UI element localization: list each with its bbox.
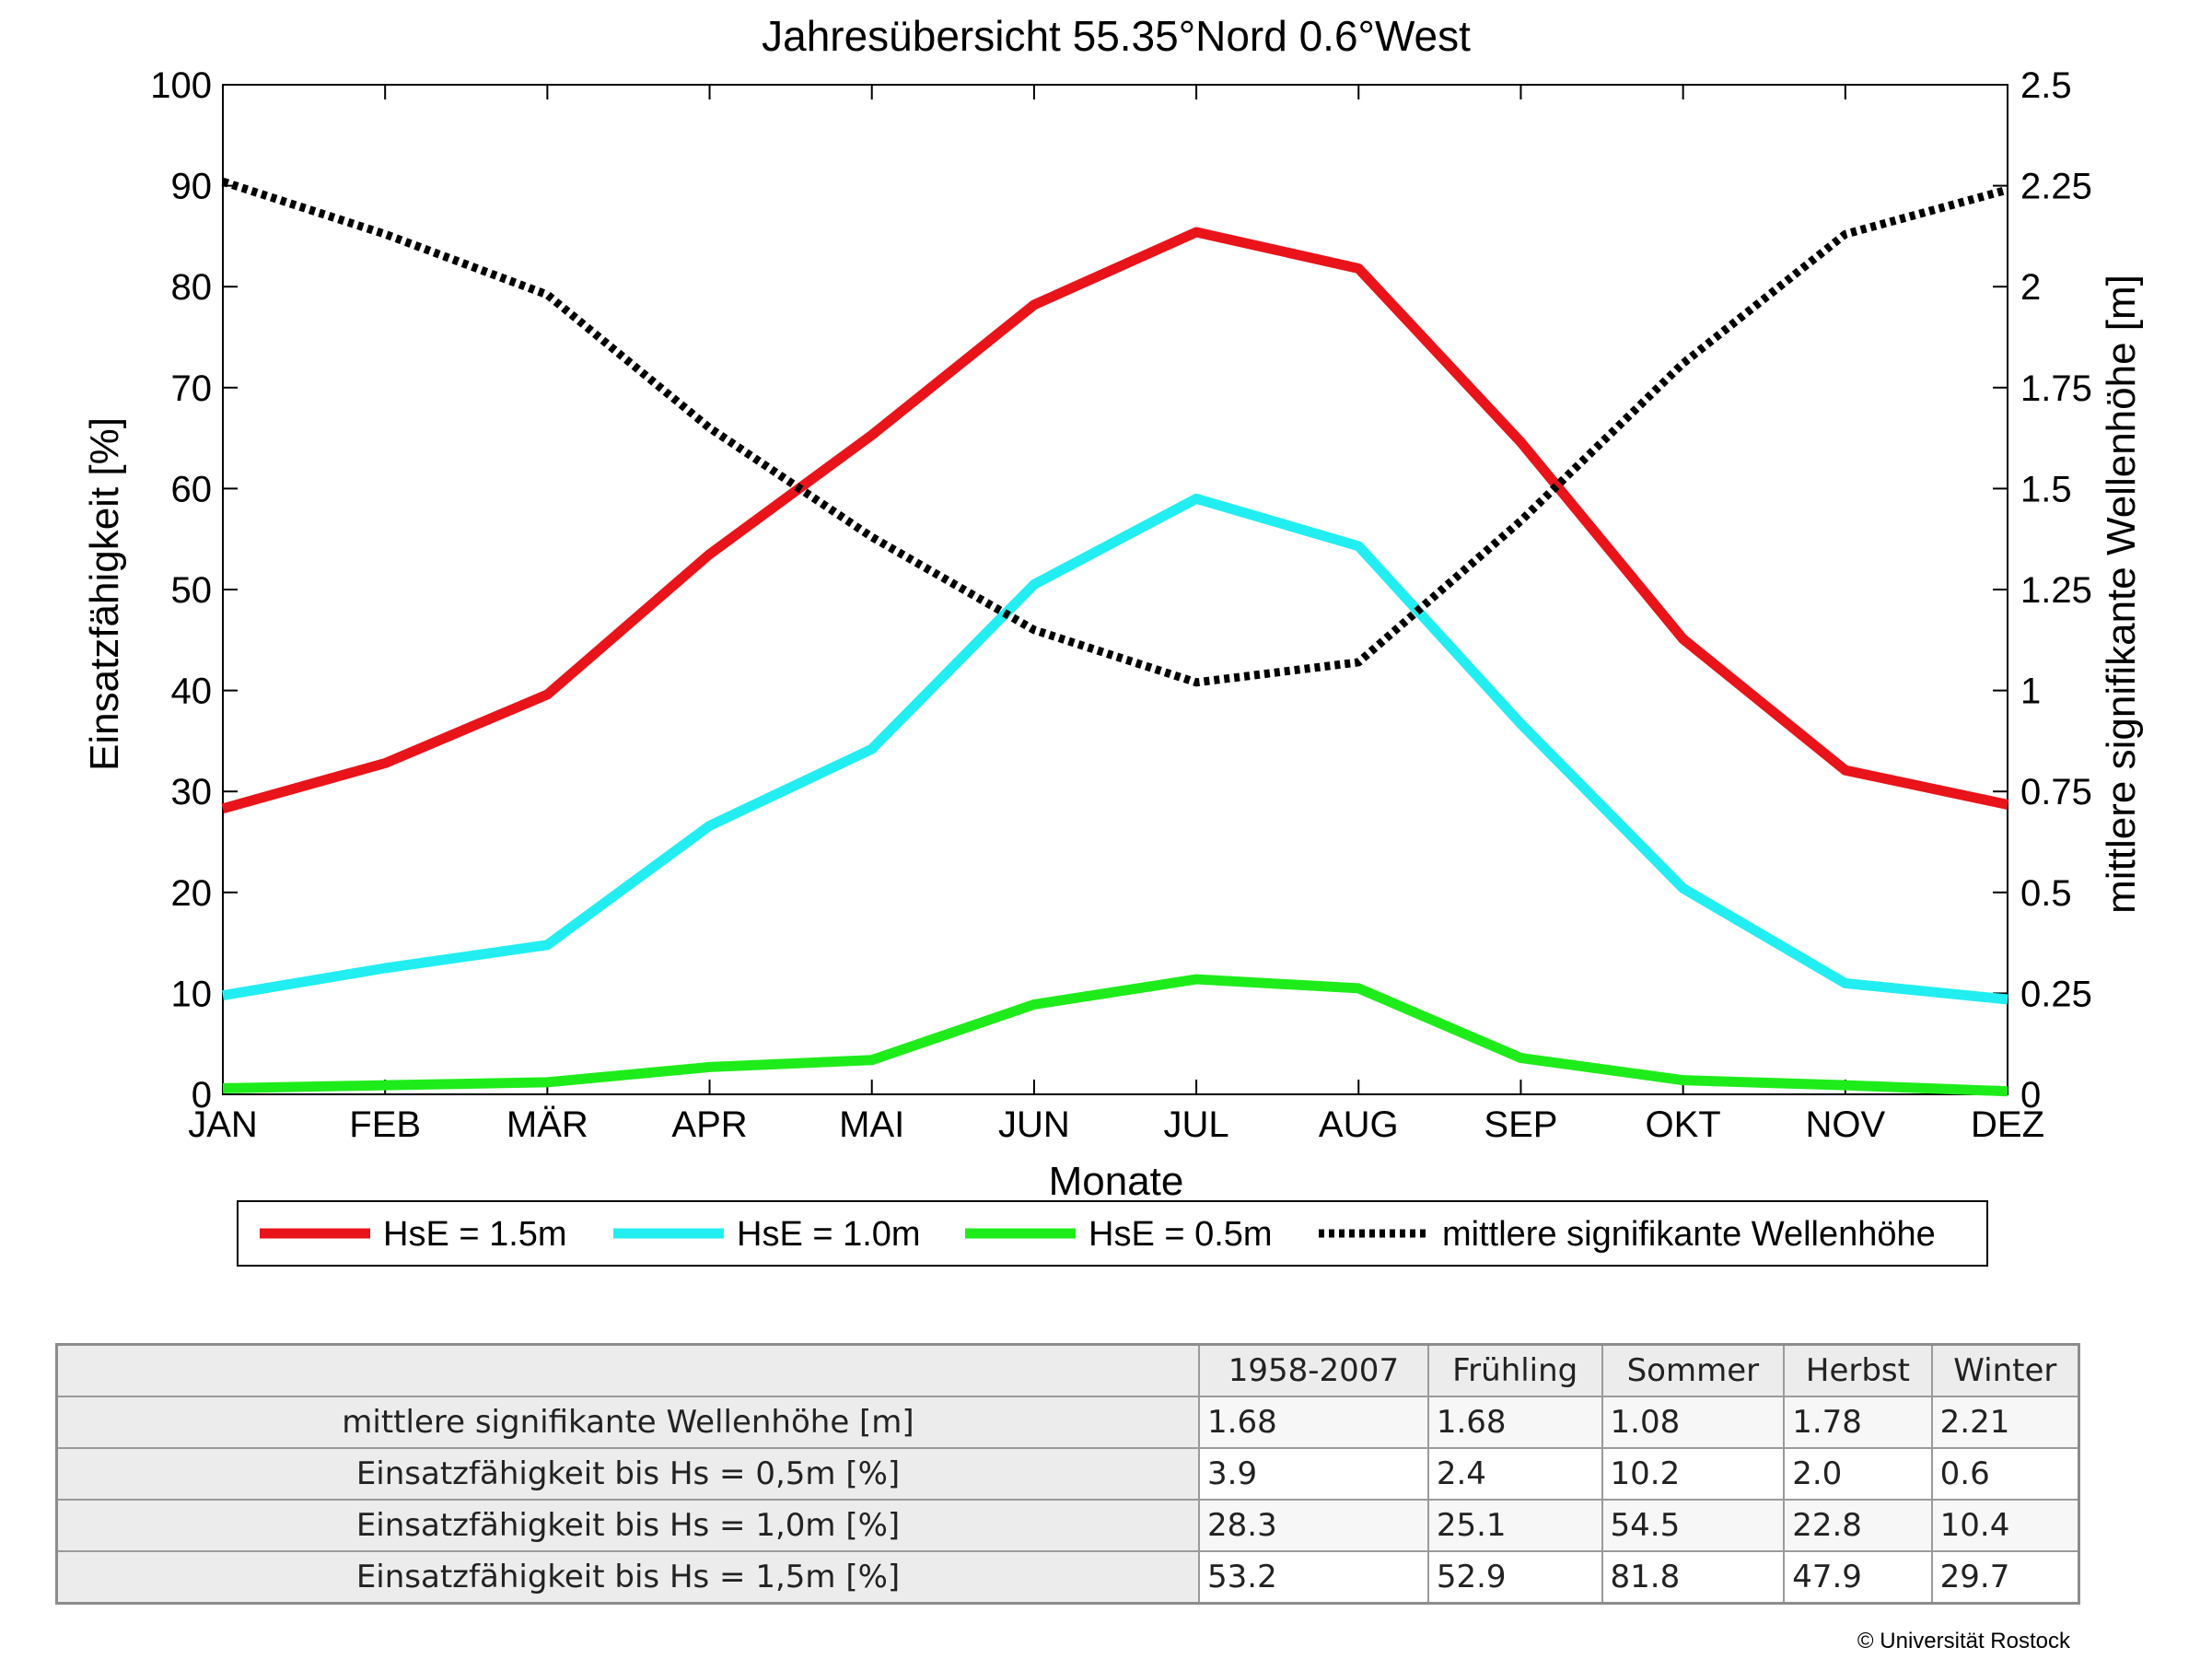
y-tick-label: 70: [171, 368, 213, 409]
table-row-label: Einsatzfähigkeit bis Hs = 1,5m [%]: [55, 1550, 1200, 1605]
table-header-cell: [55, 1343, 1200, 1397]
table-header-cell: Herbst: [1783, 1343, 1933, 1397]
y-right-tick-label: 0.5: [2020, 873, 2072, 914]
y-axis-label: Einsatzfähigkeit [%]: [82, 417, 127, 771]
y-right-tick-label: 1.25: [2020, 570, 2092, 611]
copyright-notice: © Universität Rostock: [1857, 1629, 2070, 1653]
x-tick-label: OKT: [1646, 1104, 1721, 1145]
legend: HsE = 1.5m HsE = 1.0m HsE = 0.5m mittlere s…: [237, 1200, 1988, 1267]
table-row: Einsatzfähigkeit bis Hs = 0,5m [%] 3.9 2…: [55, 1447, 2080, 1501]
table-cell: 1.78: [1783, 1396, 1933, 1449]
x-tick-label: AUG: [1319, 1104, 1399, 1145]
table-cell: 10.4: [1930, 1499, 2080, 1552]
x-tick-label: APR: [671, 1104, 747, 1145]
series-line-1: [221, 227, 2009, 814]
series-lines: [221, 177, 2009, 1097]
table-header-cell: Winter: [1930, 1343, 2080, 1397]
y-tick-label: 20: [171, 873, 213, 914]
table-cell: 22.8: [1783, 1499, 1933, 1552]
table-cell: 2.21: [1930, 1396, 2080, 1449]
y-tick-label: 40: [171, 672, 213, 712]
y-tick-label: 60: [171, 469, 213, 509]
table-cell: 52.9: [1426, 1550, 1603, 1605]
y-tick-label: 30: [171, 772, 213, 812]
table-cell: 1.08: [1601, 1396, 1786, 1449]
y-tick-label: 90: [171, 167, 213, 207]
x-axis: JAN FEB MÄR APR MAI JUN JUL AUG SEP OKT NOV DEZ: [188, 85, 2044, 1145]
y-right-tick-label: 2.5: [2020, 65, 2072, 106]
y-right-tick-label: 0: [2020, 1075, 2041, 1116]
left-axis: 0 10 20 30 40 50 60 70 80 90 100: [150, 65, 2008, 1116]
table-cell: 1.68: [1198, 1396, 1429, 1449]
x-tick-label: SEP: [1484, 1104, 1557, 1145]
y-tick-label: 10: [171, 974, 213, 1014]
x-tick-label: MÄR: [506, 1104, 588, 1145]
legend-label: HsE = 0.5m: [1089, 1215, 1273, 1254]
x-tick-label: MAI: [839, 1104, 904, 1145]
table-cell: 53.2: [1198, 1550, 1429, 1605]
x-tick-label: DEZ: [1971, 1104, 2044, 1145]
y-right-tick-label: 2.25: [2020, 167, 2092, 207]
series-line-3: [222, 974, 2008, 1097]
table-row: Einsatzfähigkeit bis Hs = 1,0m [%] 28.3 …: [55, 1499, 2080, 1552]
x-tick-label: JAN: [188, 1104, 258, 1145]
table-row-label: mittlere signifikante Wellenhöhe [m]: [55, 1396, 1200, 1449]
table-cell: 2.4: [1426, 1447, 1603, 1501]
y-right-tick-label: 1: [2020, 672, 2041, 712]
y-right-tick-label: 0.75: [2020, 772, 2092, 812]
table-cell: 29.7: [1930, 1550, 2080, 1605]
y-right-tick-label: 2: [2020, 267, 2041, 308]
chart-title: Jahresübersicht 55.35°Nord 0.6°West: [762, 12, 1471, 60]
y-right-tick-label: 1.5: [2020, 469, 2072, 509]
y-right-tick-label: 0.25: [2020, 974, 2092, 1014]
legend-box: [237, 1200, 1988, 1267]
series-line-2: [222, 493, 2008, 1005]
table-row: mittlere signifikante Wellenhöhe [m] 1.6…: [55, 1396, 2080, 1449]
y-tick-label: 50: [171, 570, 213, 611]
table-cell: 25.1: [1426, 1499, 1603, 1552]
table-row-label: Einsatzfähigkeit bis Hs = 1,0m [%]: [55, 1499, 1200, 1552]
y-tick-label: 80: [171, 267, 213, 308]
table-cell: 1.68: [1426, 1396, 1603, 1449]
table-cell: 2.0: [1783, 1447, 1933, 1501]
right-axis: 0 0.25 0.5 0.75 1 1.25 1.5 1.75 2 2.25 2.5: [2020, 65, 2092, 1116]
y-tick-label: 0: [192, 1075, 212, 1116]
legend-label: HsE = 1.5m: [383, 1215, 567, 1254]
x-axis-label: Monate: [1049, 1159, 1184, 1204]
table-cell: 28.3: [1198, 1499, 1429, 1552]
table-cell: 81.8: [1601, 1550, 1786, 1605]
x-tick-label: FEB: [349, 1104, 421, 1145]
x-tick-label: NOV: [1805, 1104, 1885, 1145]
table-header-cell: 1958-2007: [1198, 1343, 1429, 1397]
legend-label: mittlere signifikante Wellenhöhe: [1442, 1215, 1936, 1254]
table-cell: 54.5: [1601, 1499, 1786, 1552]
plot-frame: [222, 84, 2008, 1095]
y-right-tick-label: 1.75: [2020, 368, 2092, 409]
table-cell: 3.9: [1198, 1447, 1429, 1501]
y-axis-label-right: mittlere signifikante Wellenhöhe [m]: [2099, 275, 2144, 914]
series-line-4: [221, 177, 2009, 687]
statistics-table: 1958-2007 Frühling Sommer Herbst Winter …: [55, 1343, 2080, 1605]
plot-border: [222, 84, 2008, 1095]
legend-label: HsE = 1.0m: [737, 1215, 921, 1254]
table-cell: 47.9: [1783, 1550, 1933, 1605]
table-header-row: 1958-2007 Frühling Sommer Herbst Winter: [55, 1343, 2080, 1397]
y-tick-label: 100: [150, 65, 212, 106]
x-tick-label: JUL: [1164, 1104, 1229, 1145]
x-tick-label: JUN: [998, 1104, 1070, 1145]
table-cell: 10.2: [1601, 1447, 1786, 1501]
table-header-cell: Frühling: [1426, 1343, 1603, 1397]
table-header-cell: Sommer: [1601, 1343, 1786, 1397]
table-row: Einsatzfähigkeit bis Hs = 1,5m [%] 53.2 …: [55, 1550, 2080, 1605]
table-row-label: Einsatzfähigkeit bis Hs = 0,5m [%]: [55, 1447, 1200, 1501]
table-cell: 0.6: [1930, 1447, 2080, 1501]
